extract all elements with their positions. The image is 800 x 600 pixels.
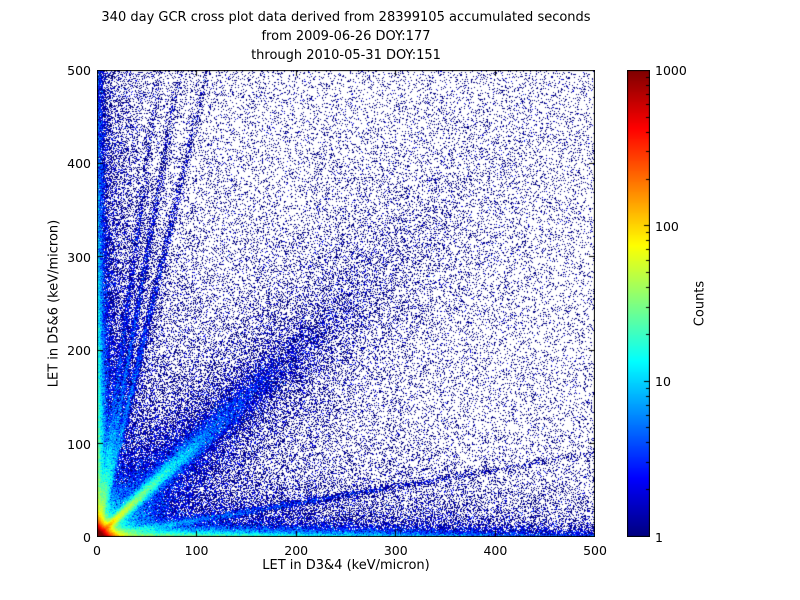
colorbar-label: Counts xyxy=(692,280,708,327)
x-tick-label-400: 400 xyxy=(483,543,508,558)
y-tick-label-300: 300 xyxy=(67,249,91,265)
y-tick-label-200: 200 xyxy=(67,343,91,359)
x-tick-label-500: 500 xyxy=(583,543,607,558)
chart-title: 340 day GCR cross plot data derived from… xyxy=(97,8,595,65)
x-tick-label-100: 100 xyxy=(184,543,209,558)
chart-title-line2: from 2009-06-26 DOY:177 xyxy=(261,29,431,44)
colorbar-tick-label-10: 10 xyxy=(655,374,671,390)
colorbar-tick-label-1: 1 xyxy=(655,530,663,545)
scatter-heatmap-canvas xyxy=(97,70,595,537)
chart-title-line1: 340 day GCR cross plot data derived from… xyxy=(101,10,591,25)
x-tick-label-300: 300 xyxy=(383,543,408,558)
y-tick-label-400: 400 xyxy=(67,156,91,172)
y-tick-label-500: 500 xyxy=(67,63,91,78)
y-tick-label-0: 0 xyxy=(83,530,91,545)
x-tick-label-0: 0 xyxy=(93,543,101,558)
y-tick-label-100: 100 xyxy=(67,436,91,452)
colorbar-gradient xyxy=(627,70,650,537)
chart-title-line3: through 2010-05-31 DOY:151 xyxy=(251,48,441,63)
x-axis-label: LET in D3&4 (keV/micron) xyxy=(262,558,430,573)
x-tick-label-200: 200 xyxy=(284,543,309,558)
y-axis-label: LET in D5&6 (keV/micron) xyxy=(46,219,62,388)
colorbar-tick-label-100: 100 xyxy=(655,218,679,234)
colorbar-tick-label-1000: 1000 xyxy=(655,63,687,78)
